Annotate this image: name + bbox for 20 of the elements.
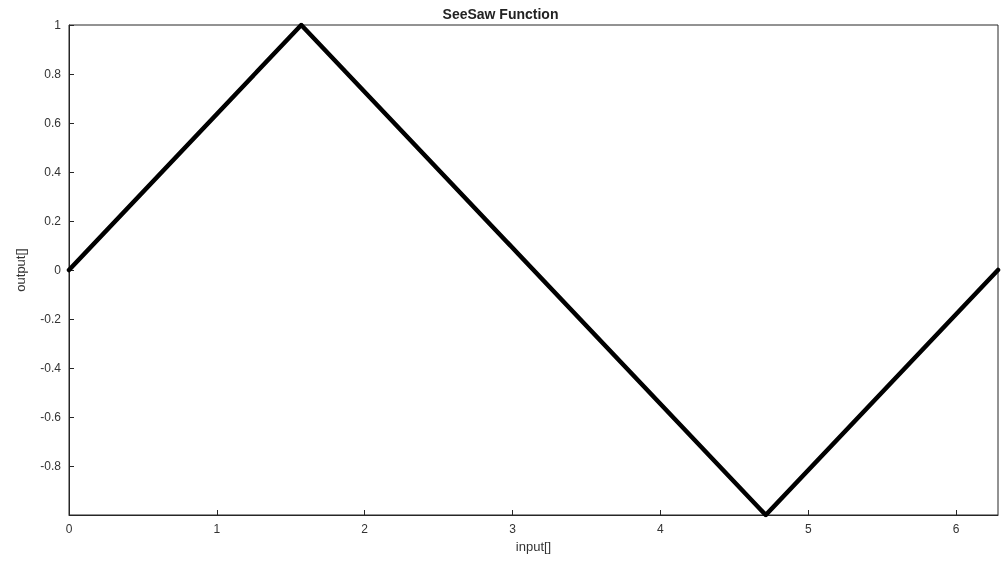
y-tick-label: 1 [54, 18, 62, 32]
y-tick-label: 0.6 [44, 116, 62, 130]
y-tick-label: -0.4 [40, 361, 62, 375]
y-tick-label: 0.8 [44, 67, 62, 81]
x-tick-label: 1 [213, 522, 221, 536]
x-tick-label: 0 [65, 522, 73, 536]
y-axis-title: output[] [13, 248, 28, 292]
y-tick-label: -0.8 [40, 459, 62, 473]
x-axis-title: input[] [515, 538, 552, 554]
x-tick-label: 6 [952, 522, 960, 536]
x-tick-label: 4 [657, 522, 665, 536]
y-tick-label: -0.6 [40, 410, 62, 424]
x-tick-label: 2 [361, 522, 369, 536]
y-tick-label: -0.2 [40, 312, 62, 326]
y-tick-label: 0.2 [44, 214, 62, 228]
x-tick-label: 5 [804, 522, 812, 536]
y-tick-label: 0.4 [44, 165, 62, 179]
y-tick-label: 0 [54, 263, 62, 277]
chart-title: SeeSaw Function [442, 6, 559, 22]
x-tick-label: 3 [509, 522, 517, 536]
